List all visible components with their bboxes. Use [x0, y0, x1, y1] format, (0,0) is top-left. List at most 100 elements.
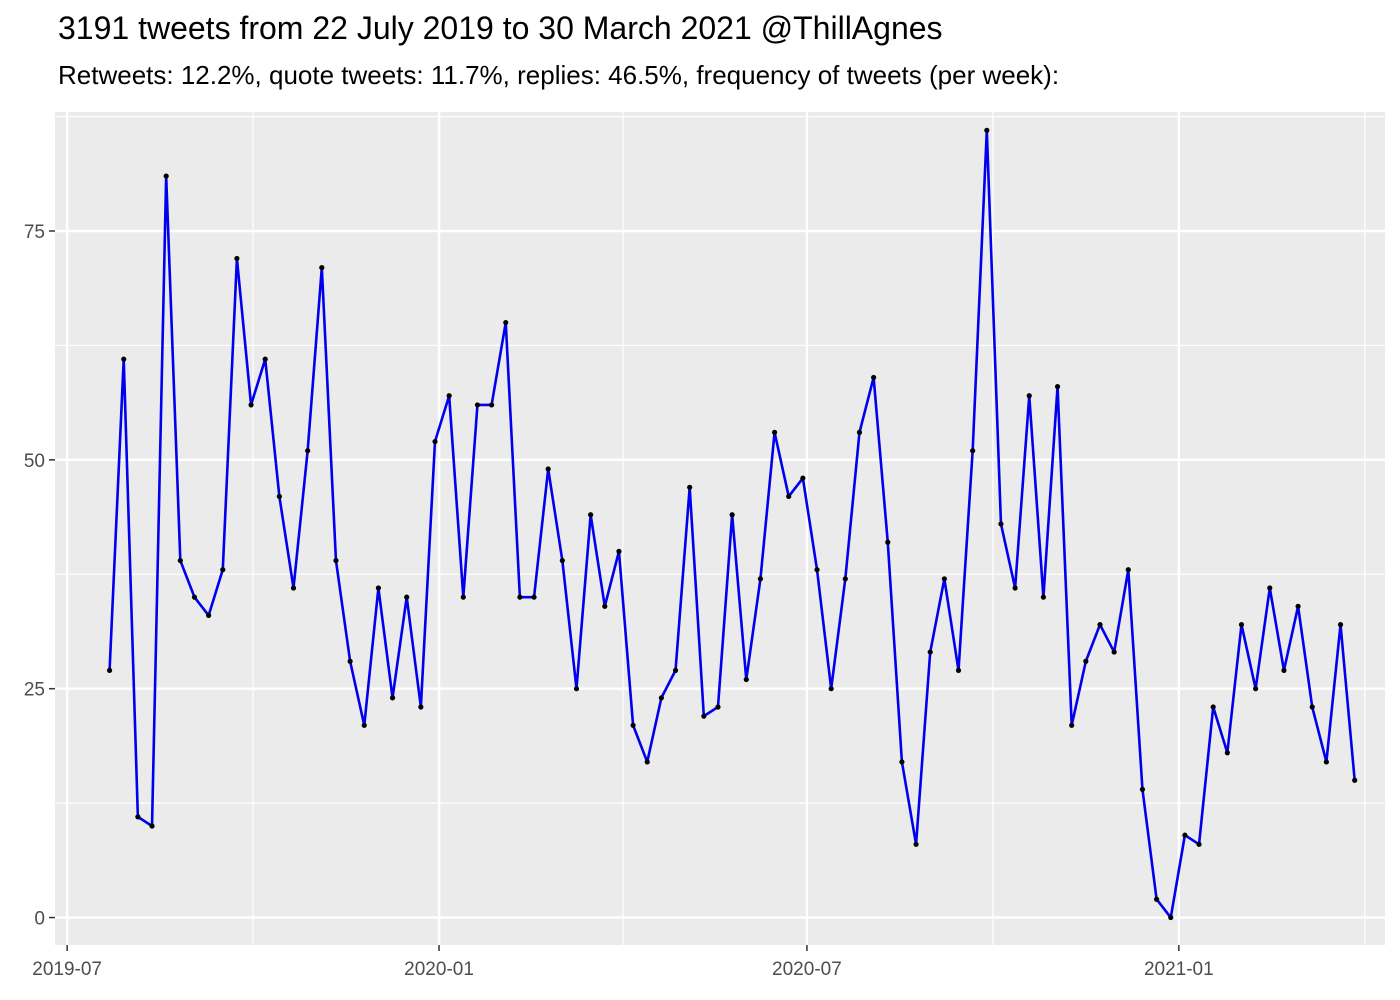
- data-point: [1069, 722, 1075, 728]
- x-tick-label: 2020-07: [772, 959, 842, 980]
- data-point: [1111, 649, 1117, 655]
- data-point: [1281, 667, 1287, 673]
- data-point: [446, 393, 452, 399]
- data-point: [1182, 832, 1188, 838]
- data-point: [984, 127, 990, 133]
- data-point: [106, 667, 113, 673]
- data-point: [1026, 393, 1032, 399]
- data-point: [418, 704, 424, 710]
- data-point: [361, 722, 367, 728]
- data-point: [1012, 585, 1018, 591]
- data-point: [404, 594, 410, 600]
- y-tick-label: 50: [24, 451, 45, 472]
- data-point: [1125, 567, 1131, 573]
- data-point: [234, 255, 240, 262]
- data-point: [1295, 603, 1301, 609]
- data-point: [121, 356, 127, 362]
- data-point: [687, 484, 693, 490]
- data-point: [276, 493, 282, 500]
- chart-title: 3191 tweets from 22 July 2019 to 30 Marc…: [58, 10, 943, 46]
- data-point: [701, 713, 707, 719]
- data-point: [715, 704, 721, 710]
- data-point: [545, 466, 551, 472]
- data-point: [616, 548, 622, 554]
- data-point: [206, 612, 212, 619]
- data-point: [177, 557, 183, 564]
- x-tick-label: 2020-01: [404, 959, 474, 980]
- data-point: [743, 676, 749, 683]
- minor-gridlines: [55, 112, 1385, 945]
- data-point: [375, 585, 382, 591]
- data-point: [602, 603, 608, 609]
- y-tick-label: 75: [24, 222, 45, 243]
- data-point: [248, 402, 254, 408]
- data-point: [771, 429, 778, 435]
- data-point: [290, 585, 297, 591]
- data-point: [517, 594, 523, 600]
- data-point: [1267, 585, 1273, 591]
- data-point: [319, 265, 325, 271]
- axes: 2019-07 2020-01 2020-07 2021-01 0 25 50 75: [24, 222, 1214, 980]
- data-point: [573, 686, 580, 692]
- data-point: [644, 759, 650, 765]
- data-point: [1168, 914, 1174, 921]
- y-tick-label: 0: [34, 909, 45, 930]
- data-point: [1238, 622, 1245, 628]
- data-points: [106, 127, 1358, 921]
- data-point: [305, 448, 311, 454]
- data-point: [800, 475, 806, 481]
- data-point: [1337, 622, 1344, 628]
- data-point: [814, 567, 820, 573]
- data-point: [347, 658, 353, 664]
- data-point: [941, 576, 947, 582]
- data-point: [1054, 384, 1061, 390]
- data-point: [474, 402, 481, 408]
- data-point: [1097, 622, 1103, 628]
- data-point: [842, 576, 848, 582]
- data-point: [588, 512, 594, 518]
- data-point: [672, 667, 679, 673]
- data-point: [531, 594, 537, 600]
- data-point: [333, 557, 339, 564]
- data-point: [488, 402, 495, 408]
- data-point: [658, 695, 664, 701]
- data-point: [1196, 841, 1202, 847]
- data-point: [1253, 686, 1259, 692]
- data-point: [1153, 896, 1160, 902]
- data-point: [1139, 786, 1146, 792]
- data-point: [1083, 658, 1089, 664]
- data-point: [1352, 777, 1358, 783]
- plot-panel: [55, 112, 1385, 945]
- data-point: [885, 539, 891, 545]
- data-point: [871, 374, 877, 381]
- data-point: [856, 429, 863, 435]
- data-point: [220, 567, 226, 573]
- data-point: [955, 667, 962, 673]
- data-point: [828, 686, 834, 692]
- data-point: [899, 759, 905, 765]
- data-point: [757, 576, 764, 582]
- data-point: [149, 823, 155, 829]
- x-tick-label: 2019-07: [32, 959, 102, 980]
- data-point: [1040, 594, 1047, 600]
- data-point: [786, 493, 792, 500]
- data-point: [630, 722, 636, 728]
- data-point: [135, 814, 141, 820]
- data-point: [191, 594, 198, 600]
- data-point: [432, 438, 438, 445]
- y-tick-label: 25: [24, 680, 45, 701]
- data-point: [998, 521, 1004, 527]
- data-point: [1309, 704, 1315, 710]
- data-point: [559, 557, 565, 564]
- chart-subtitle: Retweets: 12.2%, quote tweets: 11.7%, re…: [58, 60, 1060, 90]
- data-point: [262, 356, 268, 362]
- data-point: [913, 841, 919, 847]
- data-point: [927, 649, 933, 655]
- data-point: [503, 319, 509, 326]
- data-point: [163, 173, 169, 179]
- data-point: [1323, 759, 1329, 765]
- data-point: [460, 594, 466, 600]
- data-point: [1210, 704, 1216, 710]
- data-point: [1224, 750, 1230, 756]
